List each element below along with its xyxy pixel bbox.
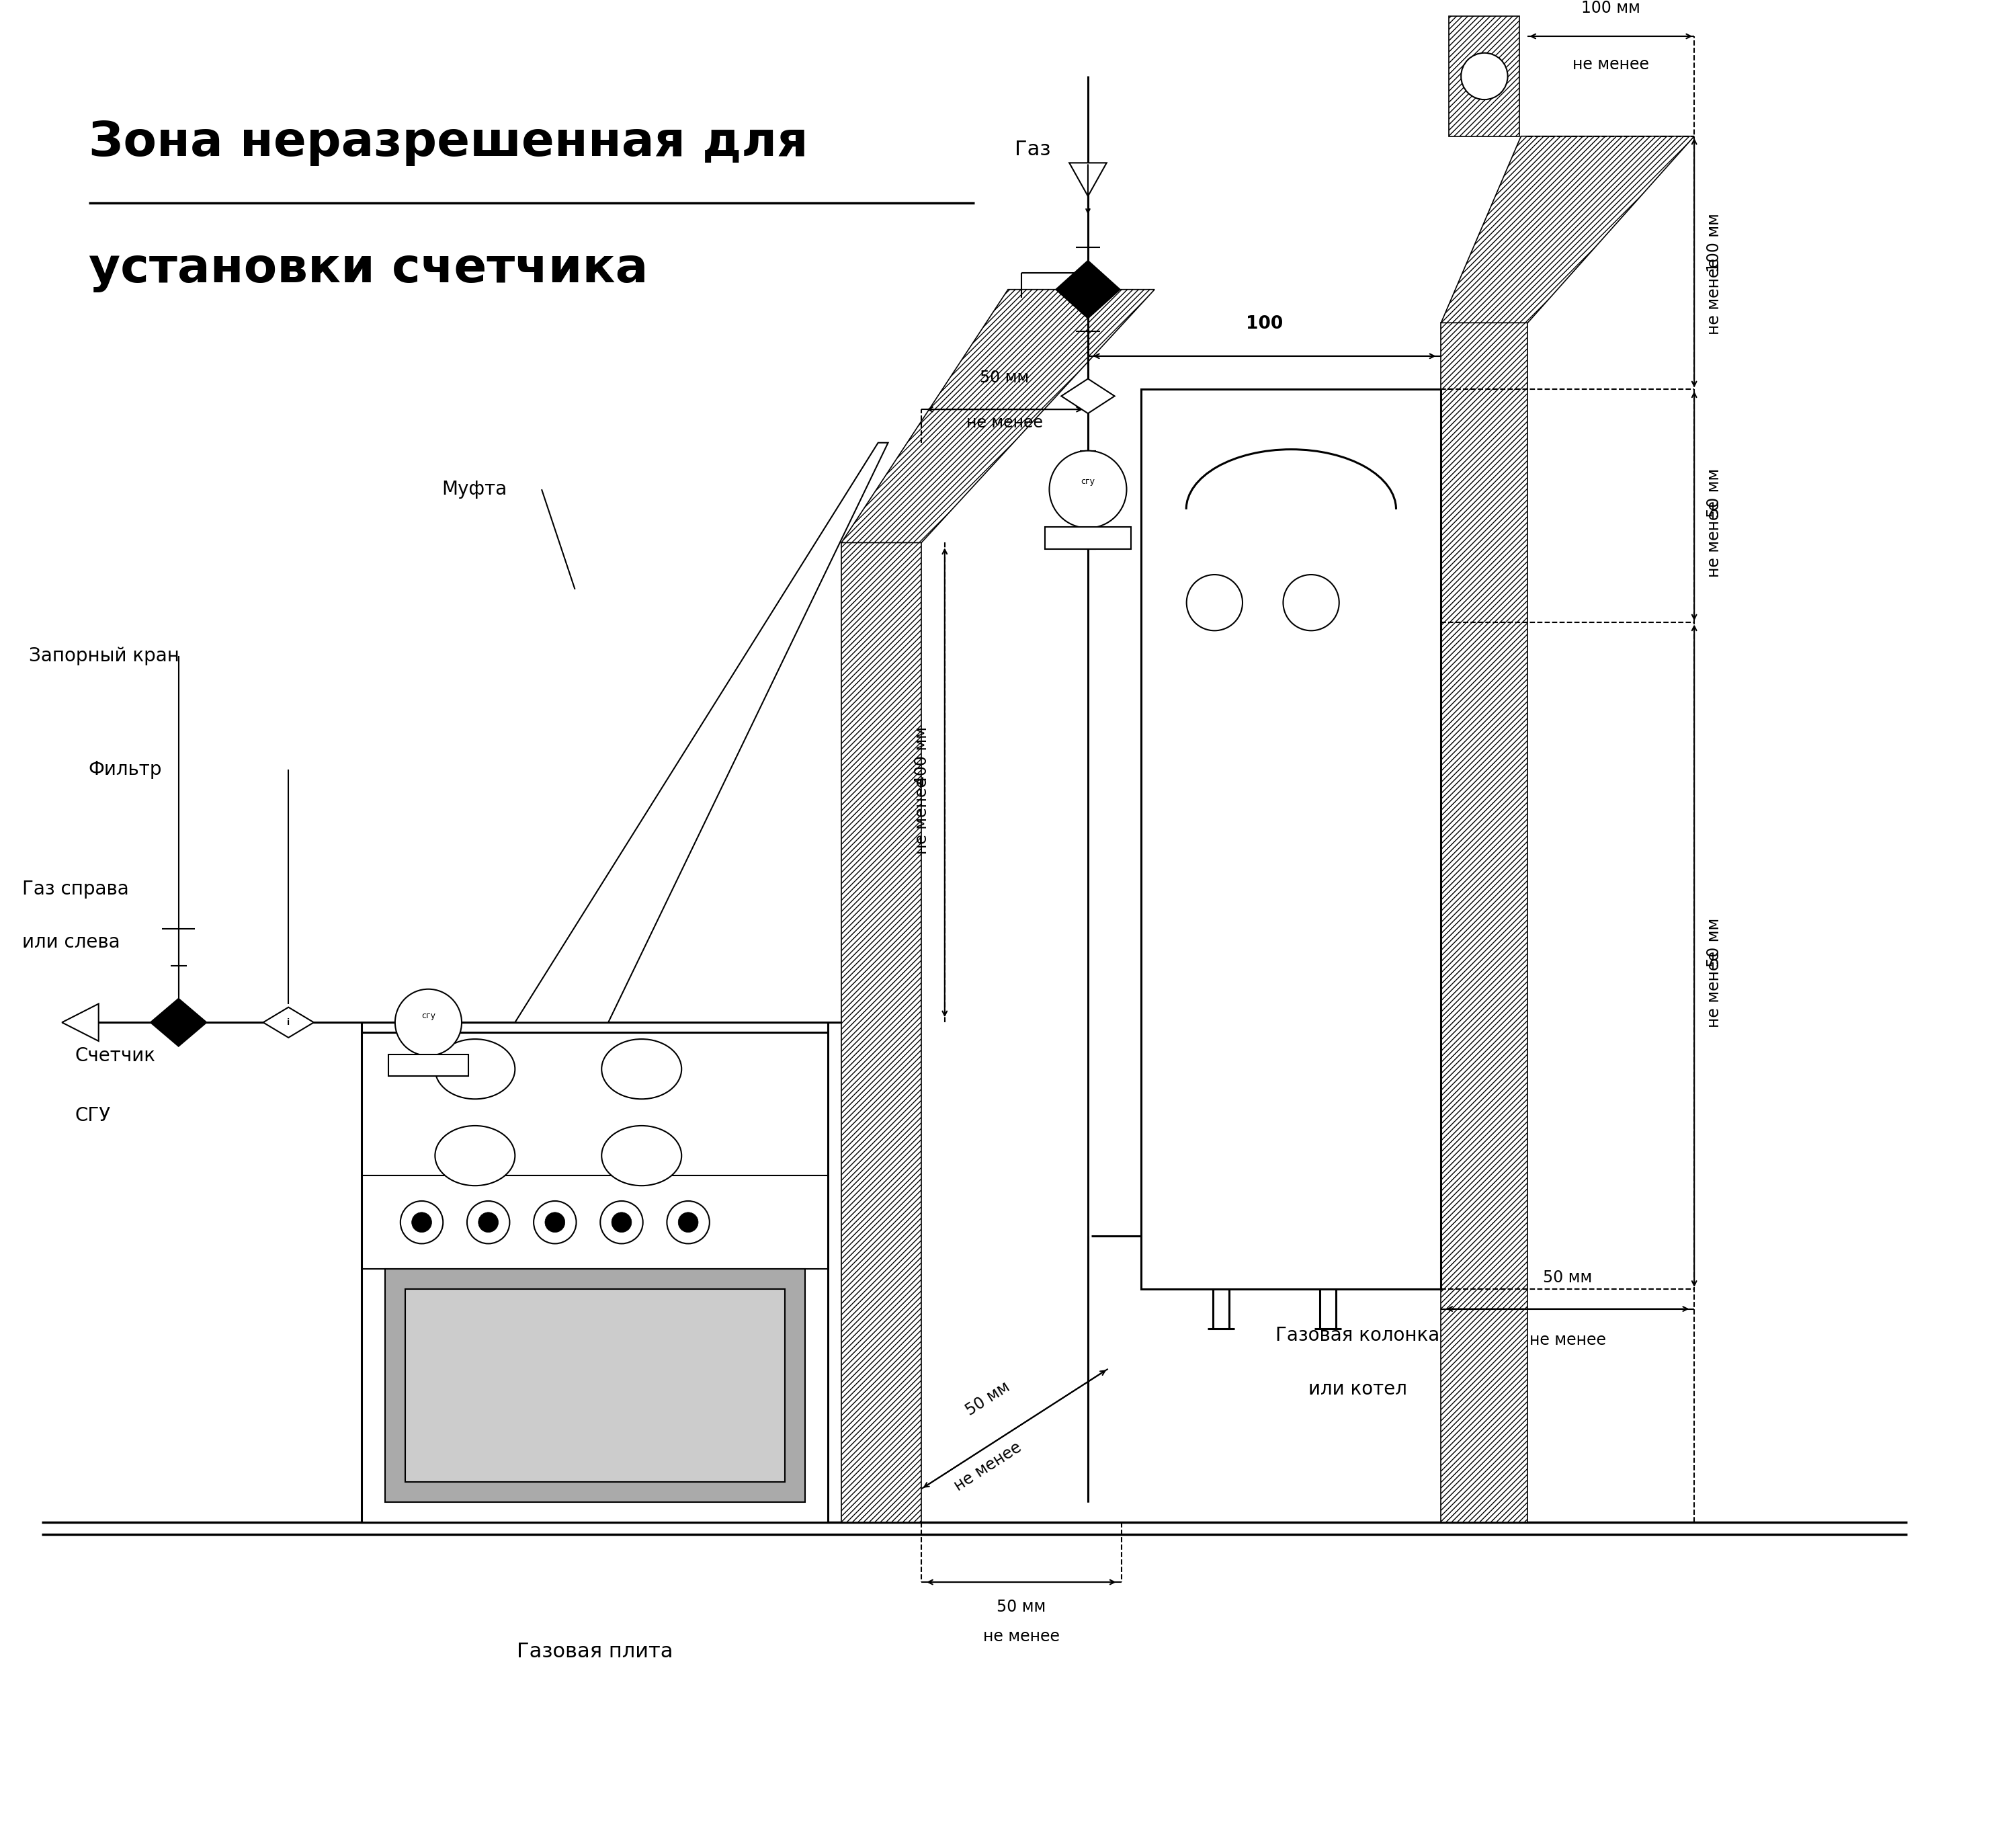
Text: 400 мм: 400 мм xyxy=(913,727,929,785)
Circle shape xyxy=(611,1212,631,1232)
Text: Фильтр: Фильтр xyxy=(89,760,161,778)
Polygon shape xyxy=(1068,162,1107,197)
Bar xyxy=(405,1288,784,1481)
Text: Счетчик: Счетчик xyxy=(75,1046,155,1066)
Text: не менее: не менее xyxy=(966,415,1042,430)
Bar xyxy=(389,1055,468,1075)
Circle shape xyxy=(1048,450,1127,528)
Text: Газ: Газ xyxy=(1014,140,1050,159)
Text: или котел: или котел xyxy=(1308,1379,1407,1397)
Circle shape xyxy=(478,1212,498,1232)
Circle shape xyxy=(534,1201,577,1244)
Circle shape xyxy=(401,1201,444,1244)
Circle shape xyxy=(544,1212,564,1232)
Text: Муфта: Муфта xyxy=(442,479,508,499)
Text: Газ справа: Газ справа xyxy=(22,880,129,898)
Text: не менее: не менее xyxy=(1530,1332,1607,1348)
Bar xyxy=(841,543,921,1521)
Polygon shape xyxy=(62,1004,99,1040)
Text: не менее: не менее xyxy=(913,778,929,855)
Bar xyxy=(1450,16,1520,137)
Text: 50 мм: 50 мм xyxy=(964,1379,1014,1419)
Circle shape xyxy=(667,1201,710,1244)
Ellipse shape xyxy=(601,1126,681,1186)
Circle shape xyxy=(411,1212,431,1232)
Text: сгу: сгу xyxy=(421,1011,435,1020)
Polygon shape xyxy=(1056,261,1121,319)
Text: Газовая плита: Газовая плита xyxy=(516,1642,673,1662)
Polygon shape xyxy=(151,998,206,1046)
Ellipse shape xyxy=(435,1039,514,1099)
Text: 50 мм: 50 мм xyxy=(996,1598,1046,1614)
Text: 50 мм: 50 мм xyxy=(980,370,1030,386)
Text: или слева: или слева xyxy=(22,933,119,951)
Polygon shape xyxy=(841,290,1155,543)
Text: Газовая колонка: Газовая колонка xyxy=(1276,1326,1439,1345)
Circle shape xyxy=(395,989,462,1055)
Circle shape xyxy=(1187,574,1242,630)
Ellipse shape xyxy=(435,1126,514,1186)
Text: не менее: не менее xyxy=(1706,501,1722,578)
Bar xyxy=(1441,322,1528,1521)
Polygon shape xyxy=(1441,137,1693,322)
Bar xyxy=(385,1268,804,1501)
Text: Запорный кран: Запорный кран xyxy=(28,647,179,665)
Text: 100 мм: 100 мм xyxy=(1581,0,1641,16)
Text: не менее: не менее xyxy=(984,1629,1060,1645)
Text: Зона неразрешенная для: Зона неразрешенная для xyxy=(89,120,808,166)
Circle shape xyxy=(1462,53,1508,100)
Text: установки счетчика: установки счетчика xyxy=(89,246,647,293)
Circle shape xyxy=(468,1201,510,1244)
Text: не менее: не менее xyxy=(1706,951,1722,1028)
Circle shape xyxy=(601,1201,643,1244)
Text: СГУ: СГУ xyxy=(75,1106,111,1126)
Polygon shape xyxy=(264,1008,314,1037)
Text: не менее: не менее xyxy=(952,1439,1024,1494)
Bar xyxy=(1141,390,1441,1288)
Ellipse shape xyxy=(601,1039,681,1099)
Bar xyxy=(1044,527,1131,548)
Circle shape xyxy=(677,1212,698,1232)
Text: i: i xyxy=(286,1018,290,1028)
Text: 50 мм: 50 мм xyxy=(1706,468,1722,517)
Text: 100 мм: 100 мм xyxy=(1706,213,1722,271)
Circle shape xyxy=(1282,574,1339,630)
Text: сгу: сгу xyxy=(1081,477,1095,486)
Text: 100: 100 xyxy=(1246,315,1282,333)
Text: 50 мм: 50 мм xyxy=(1542,1270,1593,1286)
Text: не менее: не менее xyxy=(1572,56,1649,73)
Bar xyxy=(361,1022,829,1521)
Text: 50 мм: 50 мм xyxy=(1706,918,1722,967)
Text: не менее: не менее xyxy=(1706,259,1722,335)
Polygon shape xyxy=(1060,379,1115,414)
Polygon shape xyxy=(514,443,889,1022)
